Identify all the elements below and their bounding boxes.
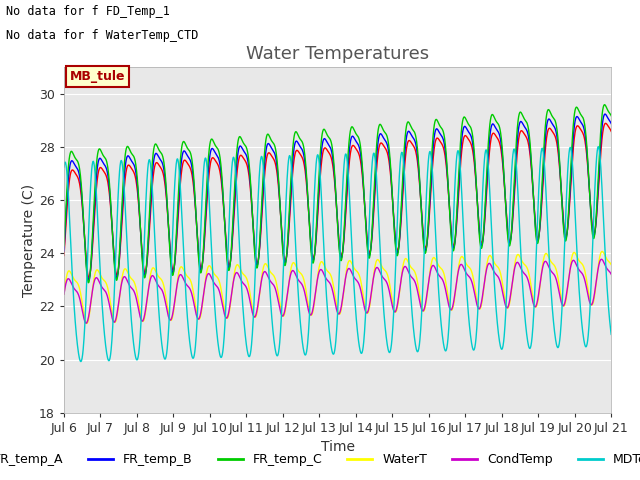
Legend: FR_temp_A, FR_temp_B, FR_temp_C, WaterT, CondTemp, MDTemp_A: FR_temp_A, FR_temp_B, FR_temp_C, WaterT,…	[0, 448, 640, 471]
Text: MB_tule: MB_tule	[70, 70, 125, 83]
Text: No data for f FD_Temp_1: No data for f FD_Temp_1	[6, 5, 170, 18]
X-axis label: Time: Time	[321, 440, 355, 455]
Title: Water Temperatures: Water Temperatures	[246, 45, 429, 63]
Text: No data for f WaterTemp_CTD: No data for f WaterTemp_CTD	[6, 29, 199, 42]
Y-axis label: Temperature (C): Temperature (C)	[22, 183, 36, 297]
